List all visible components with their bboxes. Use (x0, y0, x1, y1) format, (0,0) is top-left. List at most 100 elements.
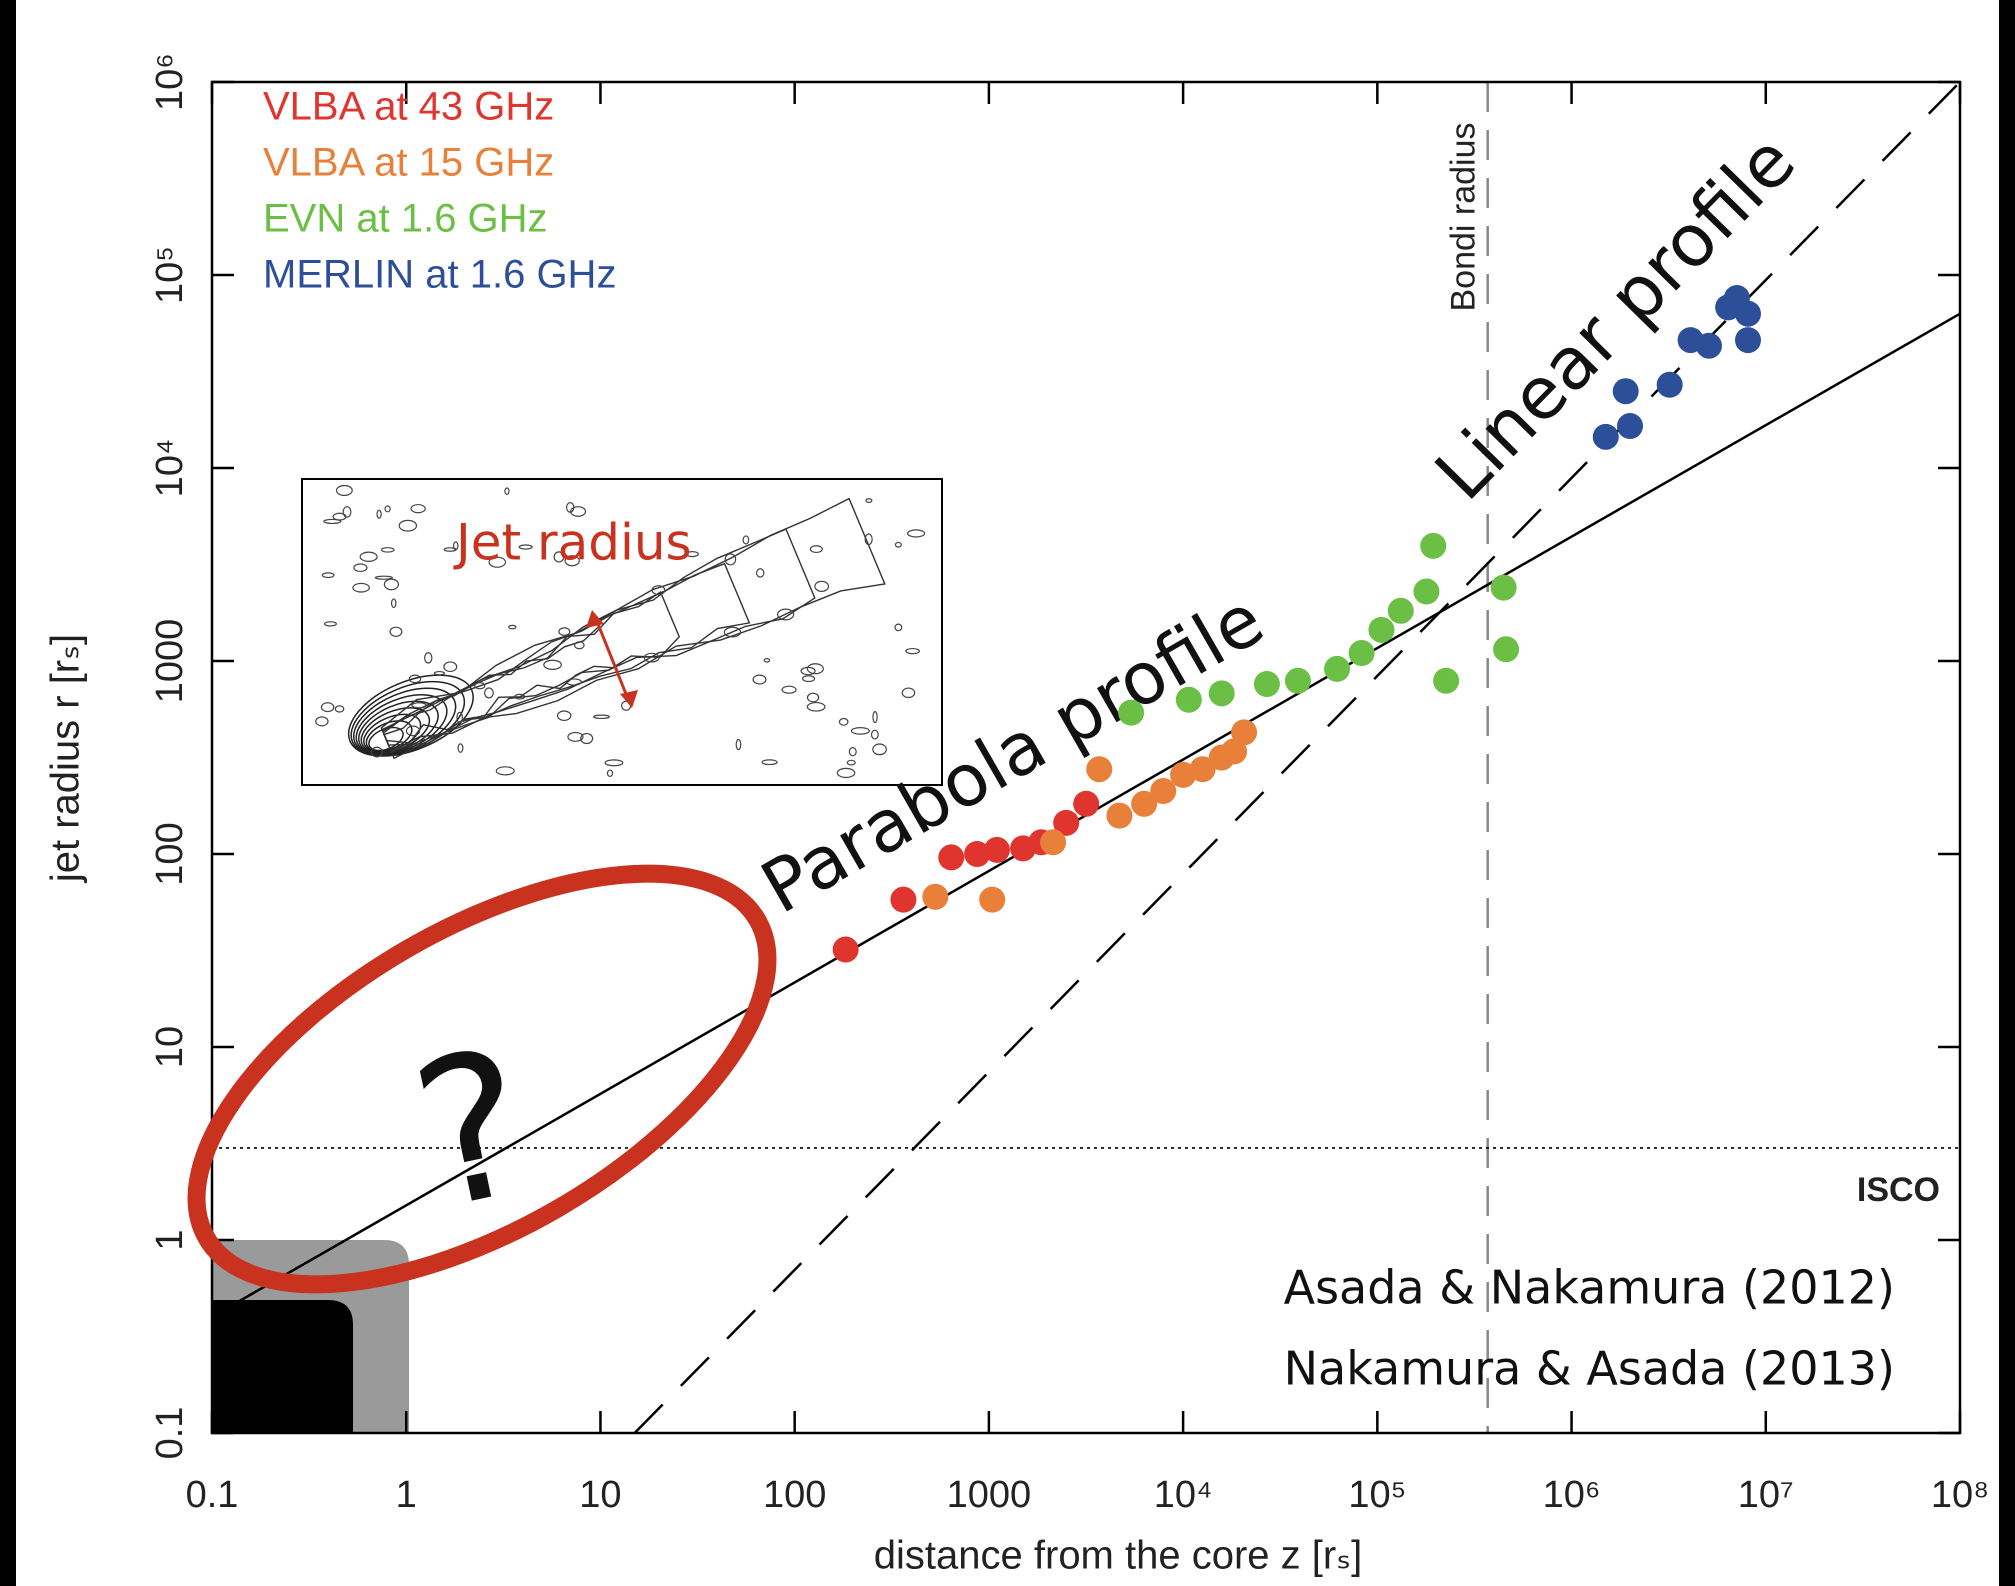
y-tick-label: 0.1 (149, 1407, 191, 1460)
inset-contour (814, 580, 830, 592)
inset-contour (735, 738, 742, 751)
inset-label: Jet radius (453, 514, 692, 572)
inset-contour (565, 678, 583, 686)
inset-contour (901, 687, 916, 699)
inset-contour (321, 572, 335, 579)
x-tick-label: 10⁴ (1154, 1474, 1213, 1516)
inset-contour (518, 544, 533, 550)
inset-contour (424, 652, 433, 664)
inset-contour (763, 658, 771, 663)
inset-contour (556, 710, 572, 722)
inset-contour (350, 680, 466, 757)
inset-contour (384, 505, 391, 513)
inset-contour (553, 551, 565, 563)
data-point (1368, 616, 1395, 643)
data-point (1348, 640, 1375, 667)
inset-contour (580, 732, 594, 745)
data-point (1324, 655, 1351, 682)
inset-contour (865, 498, 873, 503)
data-point (1617, 413, 1644, 440)
data-point (1150, 778, 1177, 805)
x-tick-label: 1000 (947, 1474, 1032, 1516)
inset-contour (651, 585, 666, 596)
inset-contour (755, 568, 765, 578)
inset-contour (353, 563, 368, 573)
y-tick-label: 100 (149, 822, 191, 885)
inset-contour (347, 674, 474, 757)
inset-contour (724, 553, 737, 566)
x-tick-label: 100 (763, 1474, 826, 1516)
region-inner (212, 1300, 353, 1433)
inset-contour (411, 702, 427, 709)
x-tick-label: 0.1 (186, 1474, 239, 1516)
y-tick-label: 10 (149, 1026, 191, 1068)
inset-contour (643, 652, 660, 663)
data-point (890, 886, 917, 913)
data-point (1086, 756, 1113, 783)
inset-contour (806, 701, 826, 712)
inset-contour (905, 647, 920, 655)
inset-contour (456, 711, 463, 724)
x-tick-label: 1 (396, 1474, 417, 1516)
data-point (1106, 802, 1133, 829)
inset-contour (685, 550, 699, 558)
data-point (1420, 532, 1447, 559)
inset-contour (836, 767, 856, 779)
legend-entry: VLBA at 15 GHz (263, 141, 554, 185)
inset-contour (358, 700, 439, 755)
x-tick-label: 10⁵ (1348, 1474, 1406, 1516)
data-point (832, 936, 859, 963)
inset-contour (864, 533, 873, 546)
data-point (1612, 378, 1639, 405)
inset-contour (370, 746, 383, 758)
inset-contour (335, 484, 353, 497)
inset-contour (323, 621, 337, 627)
data-point (1189, 756, 1216, 783)
inset-contour (380, 497, 886, 760)
inset-contour (593, 714, 610, 720)
inset-contour (383, 578, 400, 591)
inset-contour (410, 503, 426, 514)
legend-entry: EVN at 1.6 GHz (263, 197, 548, 241)
plot-frame (210, 80, 1962, 1435)
data-point (1493, 636, 1520, 663)
inset-contour (781, 685, 797, 694)
inset-contour (565, 502, 575, 513)
data-point (1118, 699, 1145, 726)
inset-contour (504, 487, 510, 495)
inset-contour (723, 626, 742, 638)
data-point (1131, 790, 1158, 817)
inset-contour (457, 743, 464, 753)
inset-contour (474, 682, 486, 690)
inset-contour (381, 528, 816, 746)
inset-contour (870, 729, 879, 740)
y-tick-label: 1 (149, 1229, 191, 1250)
x-axis-label: distance from the core z [rₛ] (874, 1534, 1362, 1578)
data-point (1735, 300, 1762, 327)
data-point (1284, 667, 1311, 694)
inset-contour (848, 747, 857, 757)
inset-contour (332, 512, 347, 521)
inset-contour (570, 506, 587, 517)
x-tick-label: 10 (579, 1474, 621, 1516)
inset-contour (359, 551, 378, 562)
inset-contour (850, 727, 870, 735)
inset (301, 478, 943, 786)
fit-line (633, 82, 1960, 1433)
inset-contour (374, 575, 393, 580)
vline-label: Bondi radius (1445, 122, 1483, 311)
data-point (1253, 671, 1280, 698)
inset-contour (574, 641, 585, 650)
inset-arrow (592, 613, 632, 705)
inset-contour (761, 759, 778, 766)
inset-arrow-heads (586, 610, 638, 708)
legend-entry: MERLIN at 1.6 GHz (263, 253, 616, 297)
hline-label: ISCO (1857, 1171, 1940, 1209)
data-point (1387, 597, 1414, 624)
inset-contour (405, 725, 421, 737)
y-tick-label: 10⁶ (149, 53, 191, 111)
inset-contour (495, 766, 515, 776)
inset-contour (777, 608, 795, 621)
y-axis-label: jet radius r [rₛ] (44, 634, 88, 883)
